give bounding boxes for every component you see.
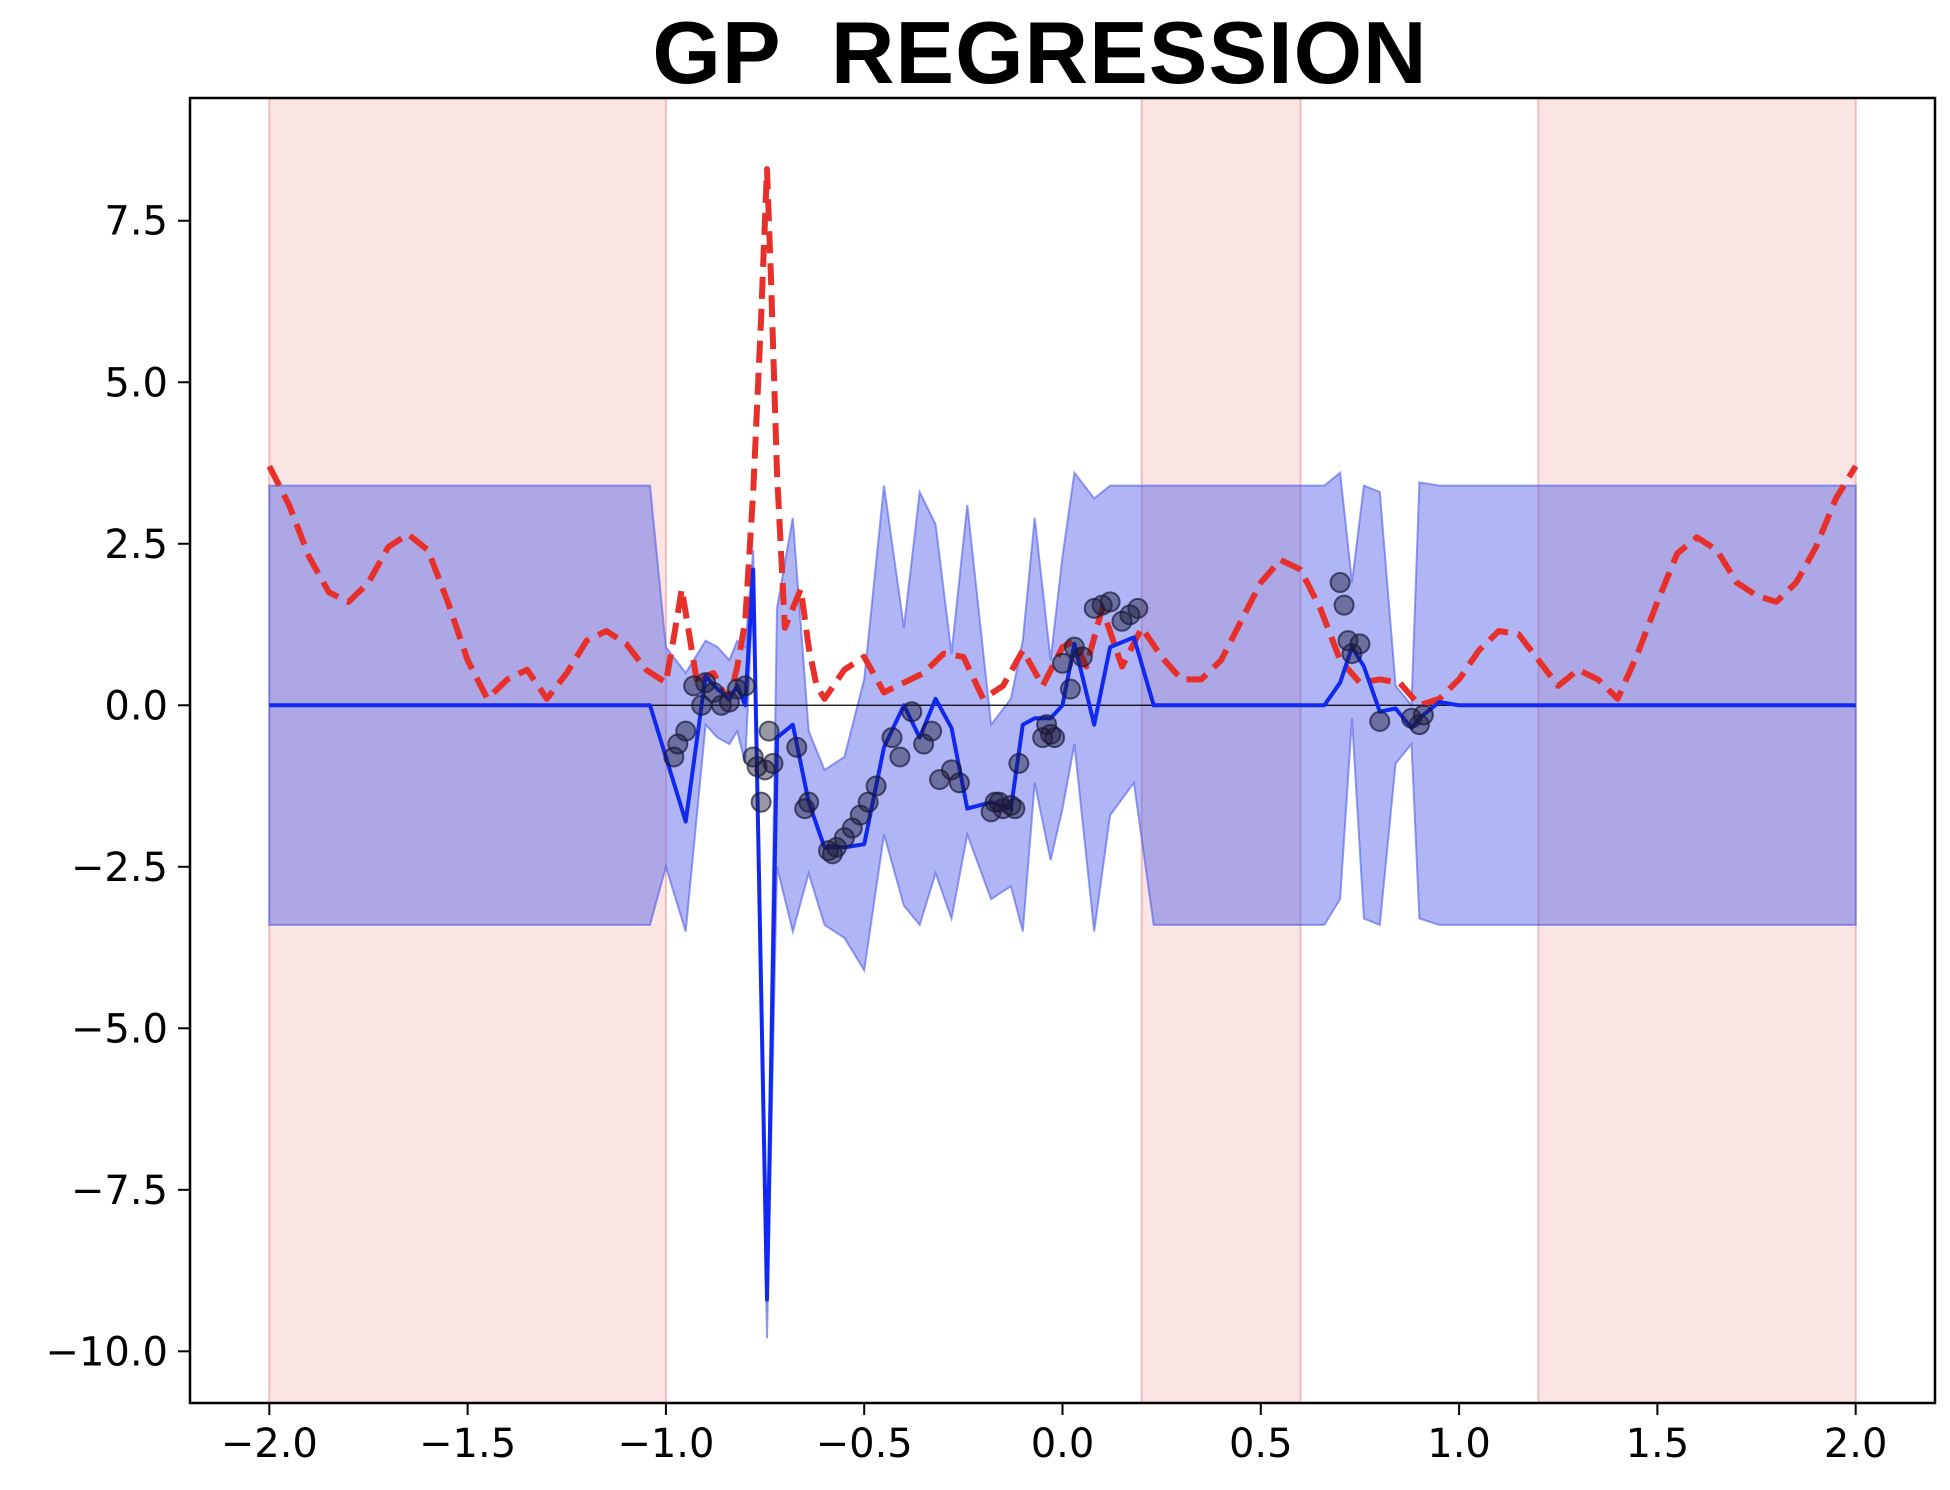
x-tick-label: −0.5 [816, 1421, 913, 1467]
data-point [1349, 633, 1371, 655]
data-point [921, 720, 943, 742]
y-tick-label: 7.5 [104, 199, 168, 245]
shaded-regions [268, 97, 1857, 1404]
shaded-region-2 [1537, 97, 1857, 1404]
data-point [881, 727, 903, 749]
data-point [750, 791, 772, 813]
data-point [1127, 597, 1149, 619]
y-tick-label: −7.5 [71, 1168, 168, 1214]
data-point [1369, 710, 1391, 732]
y-tick-label: 5.0 [104, 360, 168, 406]
data-point [901, 701, 923, 723]
y-tick-label: −5.0 [71, 1006, 168, 1052]
data-point [683, 675, 705, 697]
data-point [1099, 591, 1121, 613]
dashed-series-line [266, 166, 1859, 709]
data-point [798, 791, 820, 813]
data-point [1337, 630, 1359, 652]
confidence-band [268, 470, 1857, 1339]
chart-title: GP REGRESSION [652, 3, 1428, 102]
data-point [1071, 646, 1093, 668]
data-point [734, 675, 756, 697]
data-point [948, 772, 970, 794]
x-tick-label: 1.0 [1427, 1421, 1491, 1467]
data-point [1412, 704, 1434, 726]
data-point [675, 720, 697, 742]
y-tick-label: −2.5 [71, 845, 168, 891]
data-point [758, 720, 780, 742]
y-tick-label: 0.0 [104, 683, 168, 729]
y-tick-label: 2.5 [104, 522, 168, 568]
data-point [762, 752, 784, 774]
x-tick-label: −1.5 [419, 1421, 516, 1467]
shaded-region-0 [268, 97, 667, 1404]
data-point [1008, 752, 1030, 774]
x-tick-label: 1.5 [1626, 1421, 1690, 1467]
observations [663, 572, 1434, 865]
data-point [1329, 572, 1351, 594]
data-point [1333, 594, 1355, 616]
x-tick-label: 0.0 [1031, 1421, 1095, 1467]
x-tick-label: 2.0 [1824, 1421, 1888, 1467]
confidence-band-area [268, 470, 1857, 1339]
axes: −2.0 −1.5 −1.0 −0.5 0.0 0.5 1.0 1.5 2.0 7.5 5.0 2.5… [45, 96, 1937, 1467]
x-tick-label: −2.0 [221, 1421, 318, 1467]
data-point [1044, 727, 1066, 749]
x-tick-label: 0.5 [1229, 1421, 1293, 1467]
data-point [786, 736, 808, 758]
data-point [1052, 652, 1073, 674]
x-tick-label: −1.0 [617, 1421, 714, 1467]
data-point [865, 775, 887, 797]
data-point [663, 746, 685, 768]
shaded-region-1 [1140, 97, 1302, 1404]
y-tick-label: −10.0 [45, 1329, 168, 1375]
data-point [1004, 798, 1026, 820]
data-point [1059, 678, 1081, 700]
data-point [889, 746, 911, 768]
